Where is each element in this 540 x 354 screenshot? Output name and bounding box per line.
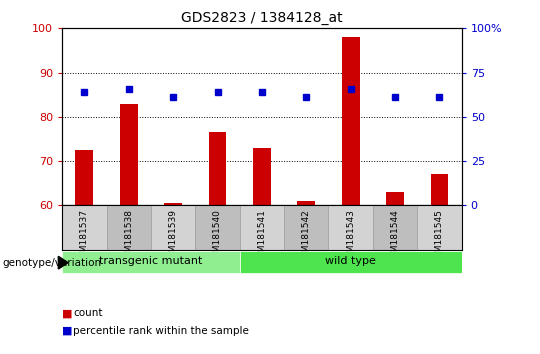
Text: GSM181541: GSM181541 — [258, 209, 266, 264]
Text: GSM181540: GSM181540 — [213, 209, 222, 264]
Text: percentile rank within the sample: percentile rank within the sample — [73, 326, 249, 336]
Text: ■: ■ — [62, 308, 72, 318]
Text: GSM181543: GSM181543 — [346, 209, 355, 264]
Polygon shape — [58, 256, 68, 269]
Text: genotype/variation: genotype/variation — [3, 258, 102, 268]
Bar — [62, 205, 106, 250]
Text: GSM181542: GSM181542 — [302, 209, 311, 264]
Bar — [373, 205, 417, 250]
Bar — [284, 205, 328, 250]
Text: count: count — [73, 308, 103, 318]
Bar — [151, 205, 195, 250]
Text: GSM181539: GSM181539 — [168, 209, 178, 264]
Text: GSM181537: GSM181537 — [80, 209, 89, 264]
Text: GSM181538: GSM181538 — [124, 209, 133, 264]
Bar — [106, 205, 151, 250]
Title: GDS2823 / 1384128_at: GDS2823 / 1384128_at — [181, 11, 343, 24]
Text: transgenic mutant: transgenic mutant — [99, 256, 202, 267]
Bar — [120, 103, 138, 205]
Bar — [208, 132, 226, 205]
Text: wild type: wild type — [325, 256, 376, 267]
Bar — [342, 37, 360, 205]
Bar — [240, 205, 284, 250]
Text: GSM181545: GSM181545 — [435, 209, 444, 264]
Bar — [164, 203, 182, 205]
Bar — [253, 148, 271, 205]
Text: GSM181544: GSM181544 — [390, 209, 400, 264]
Bar — [195, 205, 240, 250]
Bar — [386, 192, 404, 205]
Bar — [62, 251, 240, 273]
Bar — [240, 251, 462, 273]
Bar — [298, 201, 315, 205]
Bar — [417, 205, 462, 250]
Bar — [430, 174, 448, 205]
Bar — [328, 205, 373, 250]
Bar — [76, 150, 93, 205]
Text: ■: ■ — [62, 326, 72, 336]
